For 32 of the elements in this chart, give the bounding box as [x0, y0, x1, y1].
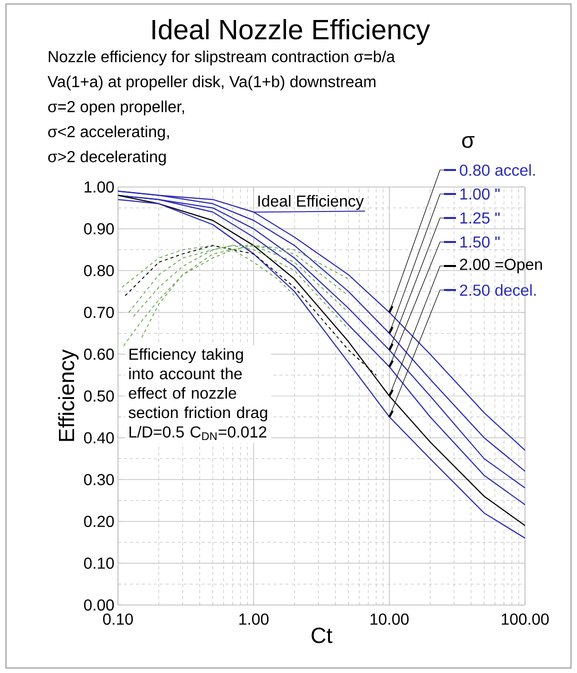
y-tick-label: 0.60: [84, 348, 114, 360]
y-tick-label: 0.70: [84, 306, 114, 318]
x-tick-label: 1.00: [239, 614, 269, 625]
y-tick-label: 0.90: [84, 223, 114, 234]
text: σ<2 accelerating,: [48, 126, 169, 140]
y-tick-label: 0.80: [84, 264, 114, 276]
y-tick-label: 0.20: [84, 516, 114, 528]
legend-title: σ: [462, 136, 474, 148]
x-tick-label: 10.00: [370, 614, 409, 625]
text: σ>2 decelerating: [48, 150, 166, 166]
y-tick-label: 0.50: [84, 390, 114, 402]
annotation: Efficiency taking into account the effect of nozzle section friction drag L/D=0.5 C$_{DN}$=0.012: [128, 348, 268, 440]
legend-label: 1.25 ": [460, 212, 500, 224]
y-axis-title: Efficiency: [58, 349, 79, 441]
y-tick-label: 0.00: [84, 599, 114, 611]
y-tick-label: 1.00: [84, 181, 114, 193]
legend-label: 1.50 ": [460, 236, 500, 248]
x-tick-label: 0.10: [103, 614, 133, 625]
legend-label: 1.00 ": [460, 188, 500, 200]
y-tick-label: 0.10: [84, 558, 114, 569]
chart-title: Ideal Nozzle Efficiency: [152, 19, 430, 45]
legend-label: 0.80 accel.: [460, 164, 535, 176]
annotation: Ideal Efficiency: [258, 195, 364, 210]
y-tick-label: 0.30: [84, 474, 114, 486]
y-tick-label: 0.40: [84, 432, 114, 444]
text: σ=2 open propeller,: [48, 100, 184, 116]
text: Va(1+a) at propeller disk, Va(1+b) downstream: [48, 76, 376, 90]
legend-label: 2.50 decel.: [460, 284, 536, 296]
chart-subtitle: Nozzle efficiency for slipstream contraction σ=b/a: [48, 50, 396, 66]
legend-label: 2.00 =Open: [460, 258, 542, 274]
x-axis-title: Ct: [312, 628, 332, 644]
x-tick-label: 100.00: [502, 614, 549, 625]
